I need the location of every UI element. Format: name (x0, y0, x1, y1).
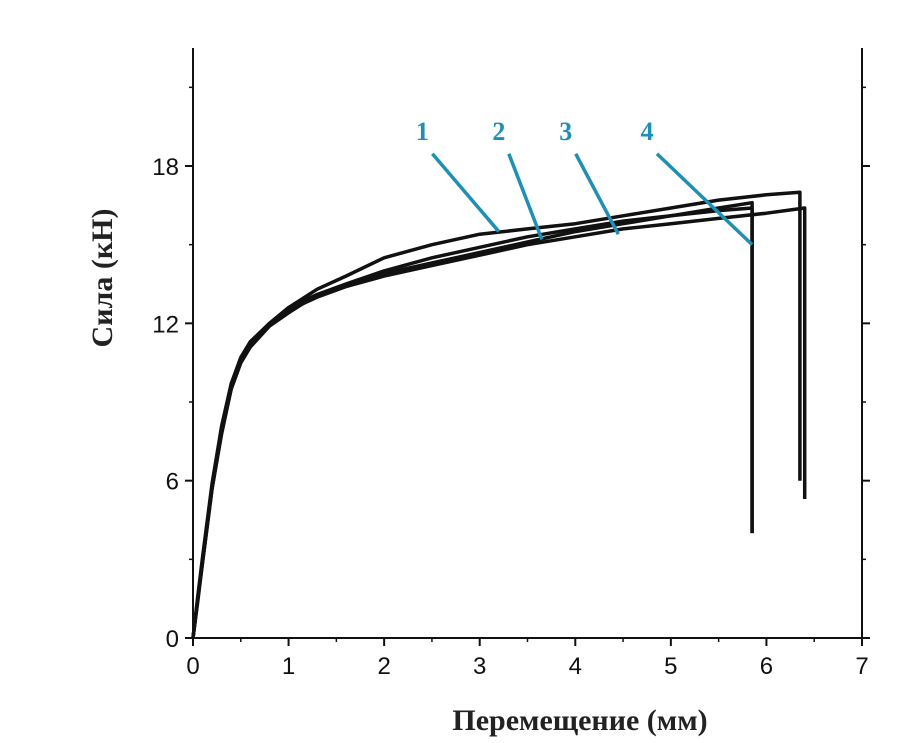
series-line-3 (191, 206, 807, 639)
annotation-leader-3 (574, 152, 620, 235)
annotation-label-2: 2 (492, 117, 505, 146)
annotation-leader-2 (507, 153, 544, 241)
x-tick-label: 5 (664, 653, 677, 680)
plot-frame (192, 48, 863, 639)
series-line-2 (191, 206, 754, 639)
x-tick-label: 1 (282, 653, 295, 680)
x-tick-label: 0 (186, 653, 199, 680)
series-line-4 (191, 200, 754, 639)
x-tick-label: 6 (760, 653, 773, 680)
x-tick-label: 2 (377, 653, 390, 680)
y-tick-label: 12 (152, 311, 179, 338)
annotation-label-3: 3 (559, 117, 572, 146)
annotation-label-1: 1 (416, 117, 429, 146)
x-tick-label: 7 (855, 653, 868, 680)
y-tick-label: 18 (152, 154, 179, 181)
y-axis-title: Сила (кН) (86, 209, 119, 348)
annotation-leader-1 (431, 152, 501, 233)
series-line-1 (191, 190, 802, 639)
y-tick-label: 0 (166, 626, 179, 653)
axis-ticks (185, 86, 870, 646)
annotation-leader-4 (655, 152, 754, 246)
x-tick-label: 3 (473, 653, 486, 680)
y-tick-label: 6 (166, 469, 179, 496)
annotation-label-4: 4 (640, 117, 653, 146)
annotation-layer: 1 2 3 4 (416, 117, 754, 246)
series-layer (191, 190, 807, 639)
x-axis-title: Перемещение (мм) (452, 704, 707, 737)
x-tick-label: 4 (569, 653, 582, 680)
